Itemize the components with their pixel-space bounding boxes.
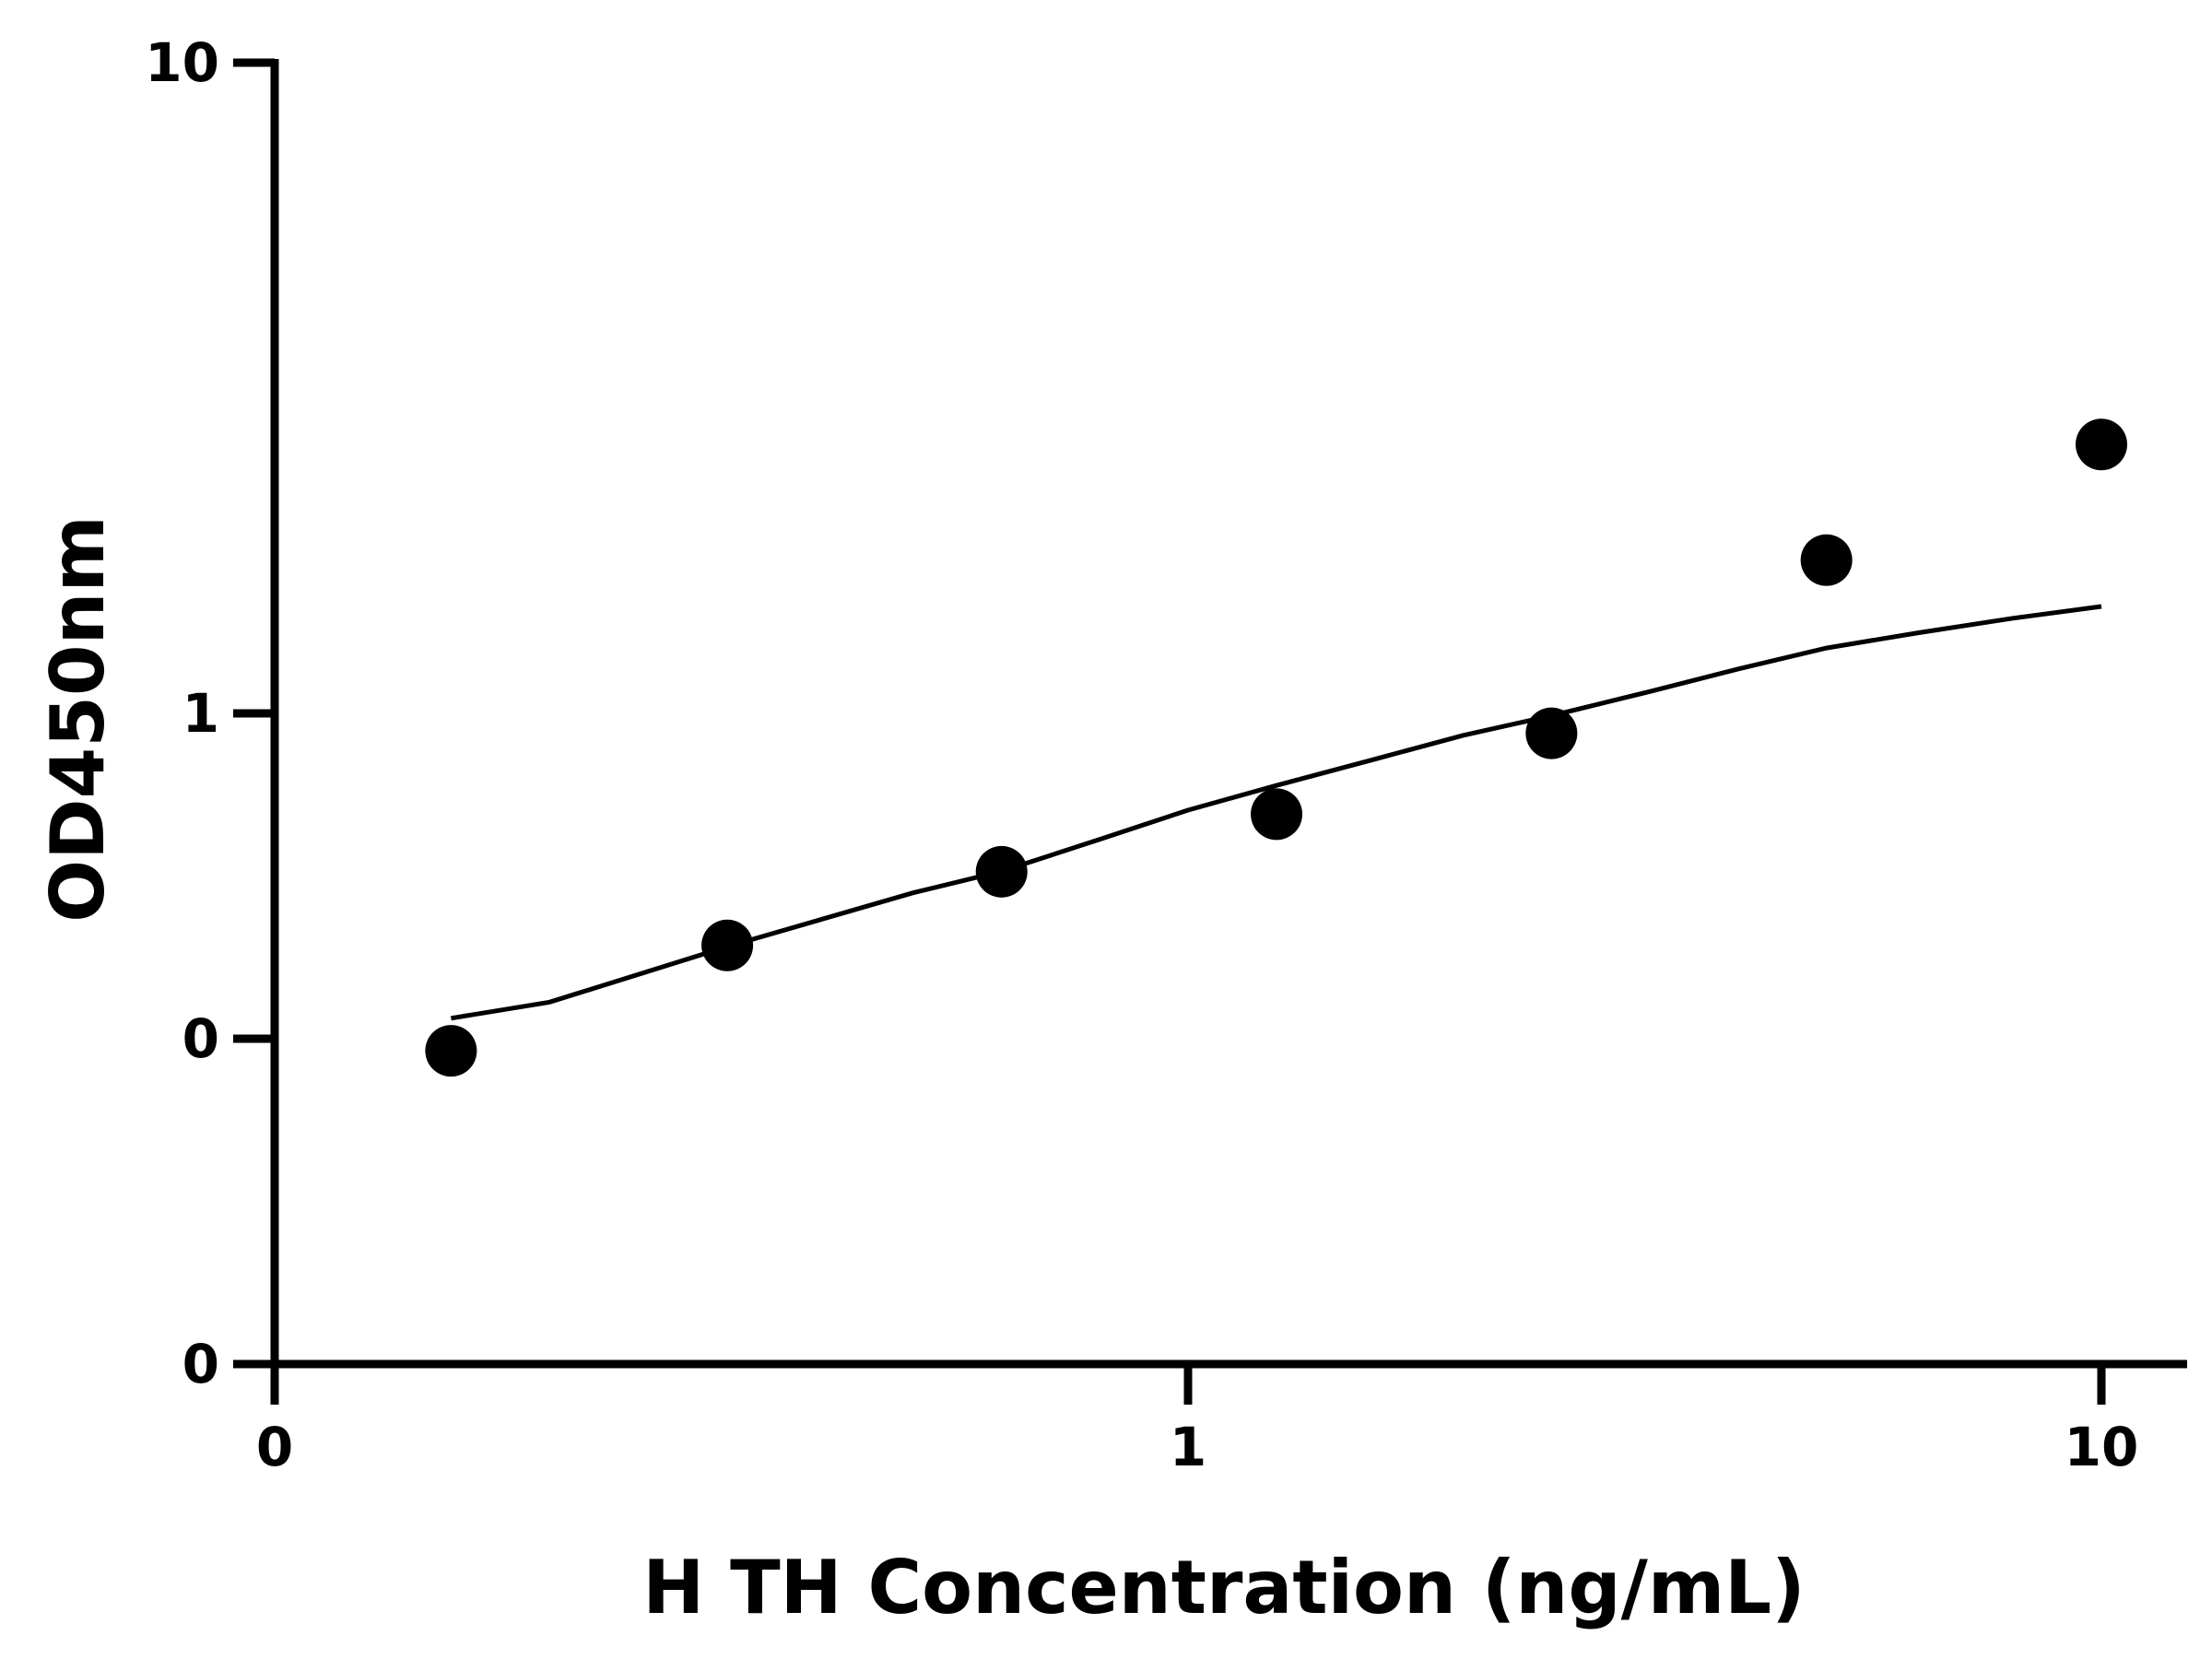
y-tick-label: 10 <box>145 31 219 94</box>
y-tick-label: 0 <box>182 1007 219 1070</box>
data-point <box>425 1025 477 1077</box>
y-ticks: 0 0 1 10 <box>145 31 275 1395</box>
data-point <box>2076 418 2127 471</box>
data-point <box>1525 707 1578 759</box>
x-tick-label: 1 <box>1170 1416 1206 1478</box>
data-points <box>425 418 2127 1077</box>
y-tick-label: 1 <box>182 682 219 745</box>
data-point <box>701 919 754 971</box>
y-axis-title: OD450nm <box>35 515 121 923</box>
x-tick-label: 10 <box>2065 1416 2139 1478</box>
axes <box>233 59 2187 1369</box>
data-point <box>1800 534 1853 586</box>
x-ticks: 0 1 10 <box>256 1364 2139 1478</box>
fit-curve <box>450 604 2102 1021</box>
data-point <box>975 845 1028 898</box>
y-tick-label: 0 <box>182 1333 219 1395</box>
x-axis-title: H TH Concentration (ng/mL) <box>642 1545 1805 1630</box>
x-tick-label: 0 <box>256 1416 293 1478</box>
data-point <box>1251 788 1303 841</box>
